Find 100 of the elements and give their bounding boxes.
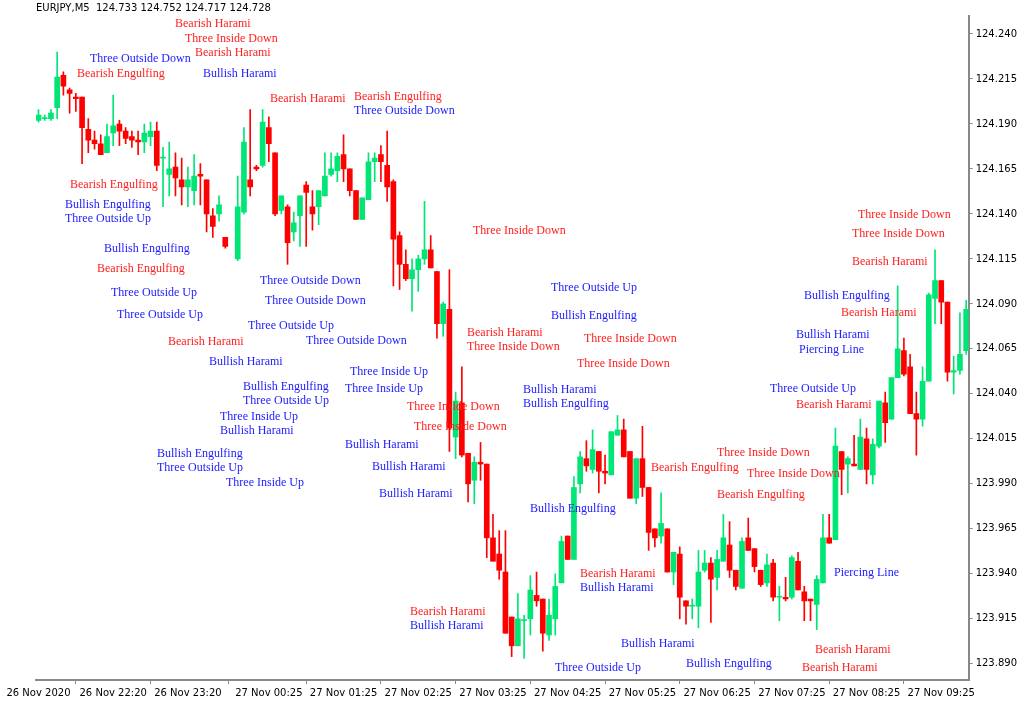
annotation: Three Outside Up [551, 280, 637, 295]
x-tick-label: 27 Nov 04:25 [533, 686, 602, 698]
annotation: Bullish Engulfing [157, 446, 243, 461]
candlestick [826, 514, 833, 544]
annotation: Bullish Engulfing [804, 288, 890, 303]
annotation: Bullish Harami [410, 618, 485, 633]
y-tick-label: 124.040 [975, 387, 1018, 399]
annotation: Bullish Harami [580, 580, 655, 595]
y-tick-label: 123.940 [975, 567, 1018, 579]
annotation: Three Outside Up [248, 318, 334, 333]
annotation: Three Inside Up [345, 381, 423, 396]
y-tick-label: 124.140 [975, 207, 1018, 219]
annotation: Bearish Harami [580, 566, 657, 581]
annotation: Bullish Harami [796, 327, 871, 342]
annotation: Bearish Harami [852, 254, 929, 269]
annotation: Three Outside Up [243, 393, 329, 408]
x-tick-label: 27 Nov 06:25 [683, 686, 751, 698]
y-tick-label: 124.090 [975, 297, 1018, 309]
annotation: Three Outside Down [260, 273, 361, 288]
annotation: Three Inside Down [577, 356, 670, 371]
y-tick-label: 124.165 [975, 162, 1018, 174]
x-tick-label: 27 Nov 01:25 [309, 686, 378, 698]
annotation: Bearish Harami [175, 16, 252, 31]
annotation: Three Outside Up [117, 307, 203, 322]
annotation: Three Inside Down [852, 226, 945, 241]
y-tick-label: 124.065 [975, 342, 1018, 354]
chart-title: EURJPY,M5 124.733 124.752 124.717 124.728 [36, 1, 271, 13]
x-tick-label: 27 Nov 08:25 [832, 686, 901, 698]
annotation: Three Outside Up [770, 381, 856, 396]
annotation: Three Inside Up [226, 475, 304, 490]
x-tick-label: 26 Nov 22:20 [79, 686, 147, 698]
annotation: Bearish Harami [195, 45, 272, 60]
annotation: Bearish Harami [467, 325, 544, 340]
annotation: Bullish Engulfing [686, 656, 772, 671]
x-tick-label: 26 Nov 2020 [6, 686, 71, 698]
candlestick [247, 109, 253, 197]
annotation: Three Outside Up [111, 285, 197, 300]
x-tick-label: 27 Nov 03:25 [459, 686, 527, 698]
annotation: Bullish Harami [345, 437, 420, 452]
annotation: Three Inside Up [220, 409, 298, 424]
candlestick [166, 141, 173, 197]
annotation: Bullish Harami [523, 382, 598, 397]
annotation: Bullish Engulfing [104, 241, 190, 256]
annotation: Bullish Harami [621, 636, 696, 651]
annotation: Bullish Harami [220, 423, 295, 438]
candlestick [378, 145, 384, 182]
annotation: Bearish Harami [168, 334, 245, 349]
candlestick [178, 157, 185, 206]
annotation: Three Inside Down [858, 207, 951, 222]
annotation: Bullish Engulfing [523, 396, 609, 411]
y-tick-label: 123.890 [975, 657, 1018, 669]
y-tick-label: 124.190 [975, 117, 1018, 129]
candlestick [708, 557, 714, 623]
candlestick [683, 600, 689, 625]
annotation: Bearish Engulfing [97, 261, 185, 276]
annotation: Bullish Harami [372, 459, 447, 474]
annotation: Three Inside Down [584, 331, 677, 346]
y-tick-label: 123.990 [975, 477, 1018, 489]
annotation: Three Inside Up [350, 364, 428, 379]
annotation: Three Outside Down [306, 333, 407, 348]
annotation: Three Outside Down [90, 51, 191, 66]
x-tick-label: 27 Nov 05:25 [608, 686, 677, 698]
x-tick-label: 27 Nov 07:25 [758, 686, 826, 698]
x-tick-label: 27 Nov 09:25 [907, 686, 975, 698]
annotation: Bullish Engulfing [243, 379, 329, 394]
annotation: Bearish Harami [410, 604, 487, 619]
annotation: Bearish Engulfing [70, 177, 158, 192]
x-tick-label: 27 Nov 00:25 [235, 686, 303, 698]
candlestick [845, 456, 851, 494]
annotation: Piercing Line [799, 342, 864, 357]
annotation: Bearish Harami [802, 660, 879, 675]
annotation: Three Outside Up [157, 460, 243, 475]
annotation: Bullish Harami [203, 66, 278, 81]
candlestick [110, 94, 117, 146]
y-tick-label: 124.240 [975, 27, 1018, 39]
annotation: Three Inside Down [185, 31, 278, 46]
annotation: Bullish Harami [379, 486, 454, 501]
annotation: Three Outside Down [354, 103, 455, 118]
annotation: Bullish Engulfing [65, 197, 151, 212]
annotation: Three Inside Down [467, 339, 560, 354]
annotation: Piercing Line [834, 565, 899, 580]
annotation: Bearish Engulfing [354, 89, 442, 104]
annotation: Bearish Harami [796, 397, 873, 412]
annotation: Bearish Engulfing [77, 66, 165, 81]
y-tick-label: 124.215 [975, 72, 1018, 84]
annotation: Bearish Harami [815, 642, 892, 657]
candlestick [303, 181, 310, 247]
annotation: Three Inside Down [473, 223, 566, 238]
annotation: Three Outside Down [265, 293, 366, 308]
y-tick-label: 123.965 [975, 522, 1018, 534]
x-tick-label: 26 Nov 23:20 [154, 686, 222, 698]
annotation: Three Outside Up [555, 660, 641, 675]
annotation: Three Outside Up [65, 211, 151, 226]
annotation: Bullish Engulfing [551, 308, 637, 323]
y-tick-label: 124.015 [975, 432, 1018, 444]
annotation: Three Inside Down [717, 445, 810, 460]
annotation: Bearish Engulfing [651, 460, 739, 475]
x-tick-label: 27 Nov 02:25 [384, 686, 452, 698]
annotation: Bearish Harami [270, 91, 347, 106]
y-tick-label: 124.115 [975, 252, 1018, 264]
